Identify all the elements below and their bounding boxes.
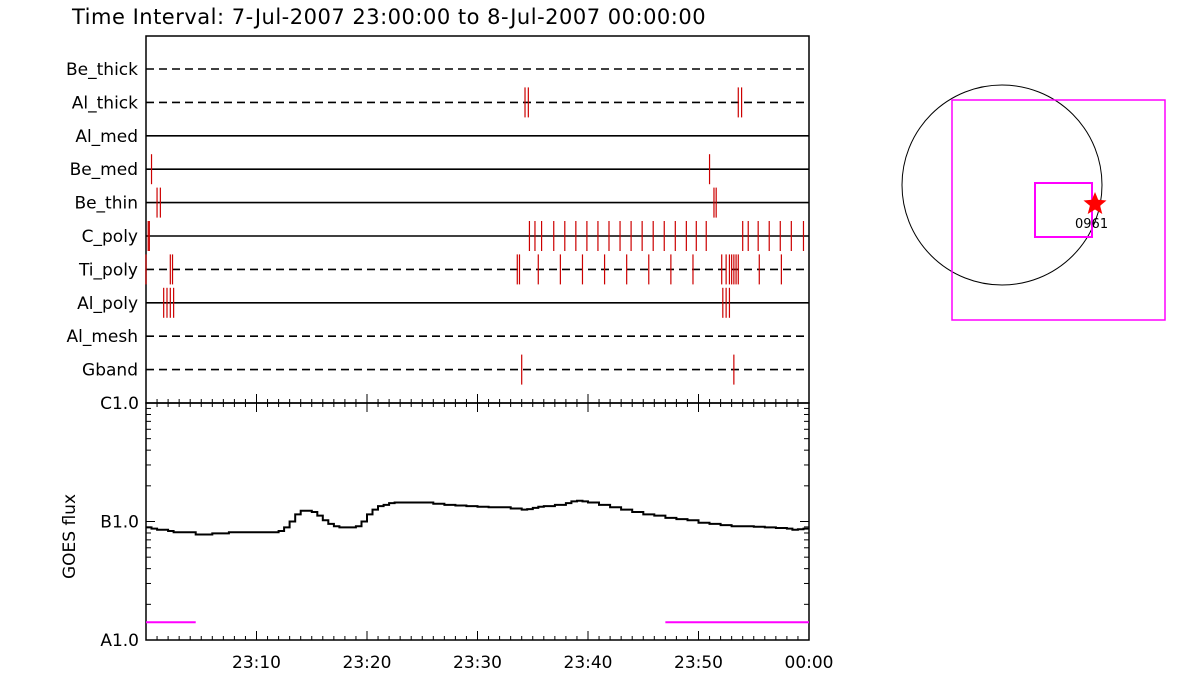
channel-label: Al_thick	[72, 93, 138, 113]
y-tick-label: A1.0	[100, 631, 139, 651]
y-axis-label: GOES flux	[60, 494, 80, 579]
solar-disk-locator: 0961	[901, 84, 1166, 321]
time-interval-title: Time Interval: 7-Jul-2007 23:00:00 to 8-…	[71, 5, 706, 29]
locator-label: 0961	[1075, 217, 1108, 232]
y-tick-label: B1.0	[100, 513, 139, 533]
channel-label: Al_med	[75, 127, 138, 147]
channel-label: C_poly	[82, 227, 138, 247]
channel-label: Gband	[82, 361, 138, 381]
channel-label: Al_poly	[77, 294, 138, 314]
x-tick-label: 23:10	[232, 653, 281, 673]
channel-label: Al_mesh	[66, 327, 138, 347]
channel-panel-frame	[145, 35, 810, 404]
goes-flux-curve	[146, 499, 809, 536]
goes-flux-panel: 23:10 23:20 23:30 23:40 23:50 00:00 A1.0 B1.0 C1…	[60, 394, 834, 673]
flare-star-icon	[1083, 192, 1107, 214]
x-tick-label: 23:20	[343, 653, 392, 673]
goes-panel-frame	[145, 402, 810, 641]
field-of-view-box	[951, 99, 1166, 321]
solar-disk-outline	[901, 84, 1103, 286]
attenuator-channel-panel: Be_thick Al_thick Al_med Be_med Be_thin C_pol…	[66, 35, 810, 404]
x-tick-label: 23:40	[564, 653, 613, 673]
x-tick-label: 23:30	[453, 653, 502, 673]
channel-label: Be_thick	[66, 60, 138, 80]
channel-label: Be_med	[70, 160, 138, 180]
x-tick-label: 23:50	[674, 653, 723, 673]
y-tick-label: C1.0	[100, 394, 139, 414]
channel-label: Ti_poly	[78, 260, 138, 280]
x-tick-label: 00:00	[785, 653, 834, 673]
channel-label: Be_thin	[74, 194, 138, 214]
